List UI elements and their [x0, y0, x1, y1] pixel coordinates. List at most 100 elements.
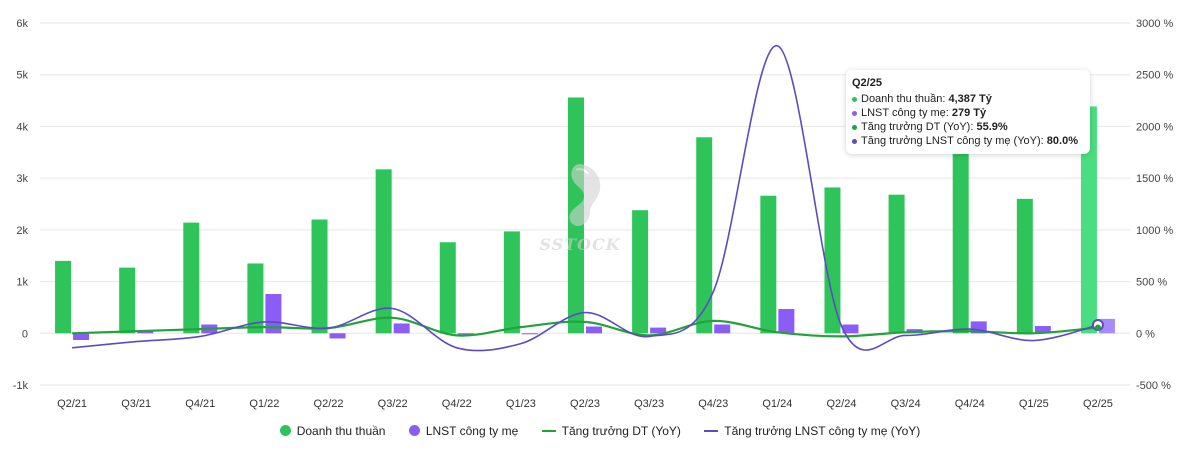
- hover-markers: [1091, 319, 1104, 332]
- revenue-bar: [632, 210, 649, 334]
- legend-label: Tăng trưởng DT (YoY): [561, 423, 681, 438]
- left-tick-label: 5k: [16, 70, 28, 82]
- growth-lines: [72, 45, 1099, 352]
- revenue-bar: [760, 195, 777, 334]
- left-tick-label: 3k: [16, 173, 28, 185]
- revenue-growth-marker: [1094, 324, 1101, 331]
- legend-line-icon: [541, 429, 556, 432]
- revenue-bar: [1016, 198, 1033, 334]
- x-tick-label: Q1/25: [1019, 398, 1049, 410]
- profit-growth-line: [72, 45, 1099, 352]
- legend-dot-icon: [408, 424, 420, 436]
- x-tick-label: Q3/23: [634, 398, 664, 410]
- watermark-text: SSTOCK: [539, 235, 621, 254]
- revenue-bar: [119, 267, 136, 334]
- profit-bar: [521, 333, 538, 335]
- legend-item-revenue-growth[interactable]: Tăng trưởng DT (YoY): [541, 423, 681, 438]
- x-tick-label: Q4/23: [698, 398, 728, 410]
- revenue-bar: [888, 194, 905, 334]
- x-tick-label: Q3/22: [378, 398, 408, 410]
- legend-label: Tăng trưởng LNST công ty mẹ (YoY): [724, 423, 921, 438]
- x-tick-label: Q1/23: [506, 398, 536, 410]
- right-tick-label: 2500 %: [1136, 70, 1174, 82]
- x-tick-label: Q2/22: [314, 398, 344, 410]
- revenue-bar: [311, 219, 328, 334]
- tooltip-label: Tăng trưởng LNST công ty mẹ (YoY):: [861, 135, 1047, 147]
- revenue-bar: [439, 242, 456, 334]
- profit-bar: [1034, 326, 1051, 334]
- x-tick-label: Q3/21: [121, 398, 151, 410]
- tooltip-row: Tăng trưởng DT (YoY): 55.9%: [852, 120, 1084, 134]
- revenue-bar: [375, 169, 392, 334]
- revenue-bar: [696, 137, 713, 334]
- x-tick-label: Q1/22: [249, 398, 279, 410]
- left-tick-label: 1k: [16, 277, 28, 289]
- right-tick-label: 3000 %: [1136, 18, 1174, 30]
- right-tick-label: 500 %: [1136, 277, 1167, 289]
- left-tick-label: 2k: [16, 225, 28, 237]
- left-tick-label: -1k: [13, 380, 29, 392]
- tooltip-dot-icon: [852, 138, 857, 144]
- profit-bar: [586, 326, 602, 334]
- tooltip-value: 279 Tỷ: [951, 107, 987, 119]
- legend-dot-icon: [279, 424, 291, 436]
- revenue-bars: [55, 97, 1097, 334]
- tooltip-dot-icon: [852, 96, 857, 102]
- x-tick-label: Q3/24: [891, 398, 921, 410]
- profit-bar: [329, 333, 346, 339]
- x-tick-label: Q2/21: [57, 398, 87, 410]
- left-tick-label: 4k: [16, 121, 28, 133]
- profit-bar: [970, 321, 987, 334]
- right-axis-ticks: -500 % 0 % 500 % 1000 % 1500 % 2000 % 2500 % 30…: [1136, 18, 1174, 392]
- profit-bar: [265, 293, 282, 334]
- profit-bar: [393, 323, 410, 334]
- tooltip-label: LNST công ty mẹ:: [861, 107, 952, 119]
- tooltip-label: Tăng trưởng DT (YoY):: [861, 121, 977, 133]
- revenue-bar: [1080, 106, 1097, 334]
- profit-bar: [73, 333, 90, 341]
- x-tick-label: Q2/24: [826, 398, 856, 410]
- revenue-growth-line: [72, 316, 1099, 338]
- profit-bar: [778, 308, 795, 334]
- x-tick-label: Q1/24: [762, 398, 792, 410]
- x-tick-label: Q4/24: [955, 398, 985, 410]
- legend-label: LNST công ty mẹ: [425, 423, 519, 438]
- right-tick-label: -500 %: [1136, 380, 1171, 392]
- tooltip-value: 55.9%: [976, 121, 1008, 133]
- watermark-logo-icon: [569, 164, 601, 226]
- tooltip-value: 80.0%: [1046, 135, 1078, 147]
- tooltip-value: 4,387 Tỷ: [948, 93, 992, 105]
- revenue-bar: [247, 263, 264, 334]
- legend: Doanh thu thuần LNST công ty mẹ Tăng trư…: [0, 423, 1200, 443]
- right-tick-label: 1000 %: [1136, 225, 1174, 237]
- legend-item-profit[interactable]: LNST công ty mẹ: [408, 423, 519, 438]
- tooltip-title: Q2/25: [852, 77, 882, 89]
- left-tick-label: 0: [22, 328, 28, 340]
- tooltip-dot-icon: [852, 124, 857, 130]
- right-tick-label: 2000 %: [1136, 121, 1174, 133]
- legend-line-icon: [704, 429, 719, 432]
- revenue-bar: [503, 231, 520, 334]
- x-tick-label: Q2/25: [1083, 398, 1113, 410]
- tooltip-row: Tăng trưởng LNST công ty mẹ (YoY): 80.0%: [852, 134, 1084, 148]
- right-tick-label: 1500 %: [1136, 173, 1174, 185]
- revenue-bar: [55, 260, 72, 334]
- right-tick-label: 0 %: [1136, 328, 1155, 340]
- x-tick-label: Q4/21: [185, 398, 215, 410]
- left-tick-label: 6k: [16, 18, 28, 30]
- legend-item-profit-growth[interactable]: Tăng trưởng LNST công ty mẹ (YoY): [704, 424, 920, 438]
- revenue-bar: [824, 187, 841, 334]
- legend-label: Doanh thu thuần: [296, 423, 386, 438]
- profit-bar: [714, 324, 731, 334]
- tooltip: Q2/25 Doanh thu thuần: 4,387 Tỷ LNST côn…: [846, 70, 1090, 154]
- x-axis-ticks: Q2/21 Q3/21 Q4/21 Q1/22 Q2/22 Q3/22 Q4/22 Q1/23…: [57, 398, 1113, 410]
- profit-bar: [457, 333, 474, 335]
- tooltip-row: Doanh thu thuần: 4,387 Tỷ: [852, 92, 1084, 106]
- watermark: SSTOCK: [530, 160, 630, 254]
- x-tick-label: Q2/23: [570, 398, 600, 410]
- x-tick-label: Q4/22: [442, 398, 472, 410]
- tooltip-row: LNST công ty mẹ: 279 Tỷ: [852, 106, 1084, 120]
- left-axis-ticks: -1k 0 1k 2k 3k 4k 5k 6k: [13, 18, 29, 392]
- legend-item-revenue[interactable]: Doanh thu thuần: [279, 423, 386, 438]
